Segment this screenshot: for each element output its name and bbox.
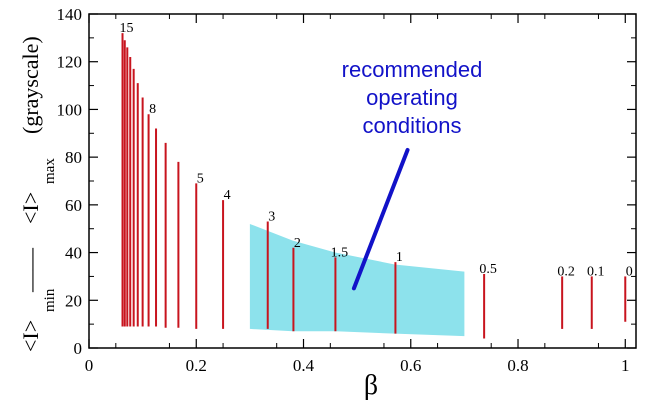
x-tick-label: 0.2	[186, 356, 207, 375]
bar-labels-layer: 15 8 5 4 3 2 1.5 1 0.5 0.2 0.1 0	[120, 21, 633, 279]
y-tick-label: 140	[57, 5, 83, 24]
y-tick-label: 0	[74, 339, 83, 358]
x-tick-label: 0.4	[293, 356, 315, 375]
bar-label: 3	[268, 210, 275, 225]
x-tick-label: 0.8	[507, 356, 528, 375]
bar-label: 0.2	[557, 264, 575, 279]
y-tick-label: 100	[57, 100, 83, 119]
annotation-text-line: conditions	[362, 113, 461, 138]
bar-label: 15	[120, 21, 134, 36]
bar-label: 8	[149, 102, 156, 117]
bar-label: 0	[626, 264, 633, 279]
y-axis-title-left: <I>	[18, 320, 43, 352]
y-axis-title-right-sub: max	[42, 158, 58, 184]
bar-label: 0.1	[587, 264, 605, 279]
y-tick-label: 120	[57, 53, 83, 72]
y-tick-label: 60	[65, 196, 82, 215]
x-tick-label: 0.6	[400, 356, 421, 375]
bar-label: 1.5	[331, 245, 349, 260]
bar-label: 0.5	[479, 262, 497, 277]
axis-titles-layer: β <I> min—— <I> max (grayscale)	[18, 36, 378, 401]
y-axis-title-right: <I>	[18, 192, 43, 224]
bar-label: 1	[396, 250, 403, 265]
range-bars-layer	[121, 33, 627, 339]
y-tick-label: 80	[65, 148, 82, 167]
bar-label: 2	[294, 236, 301, 251]
x-axis-title: β	[364, 370, 378, 401]
y-axis-title-units: (grayscale)	[18, 36, 43, 134]
y-tick-label: 20	[65, 291, 82, 310]
x-tick-label: 0	[85, 356, 94, 375]
y-axis-title-left-sub: min	[42, 288, 58, 312]
y-tick-label: 40	[65, 244, 82, 263]
bar-label: 5	[197, 171, 204, 186]
bar-label: 4	[224, 188, 231, 203]
annotation-text-line: recommended	[342, 57, 483, 82]
annotation-layer: recommended operating conditions	[342, 57, 483, 291]
annotation-arrow	[351, 147, 410, 291]
x-tick-label: 1	[621, 356, 630, 375]
annotation-text-line: operating	[366, 85, 458, 110]
y-axis-title-dash: ——	[18, 247, 43, 293]
y-axis-title: <I> min—— <I> max (grayscale)	[18, 36, 58, 352]
